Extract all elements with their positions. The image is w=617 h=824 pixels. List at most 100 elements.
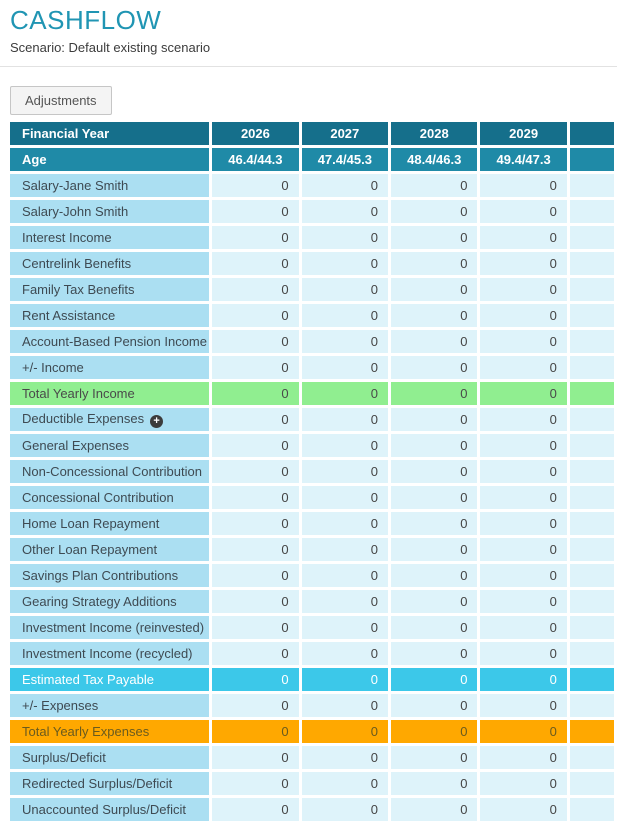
cell-value: 0 <box>391 486 478 509</box>
cell-value: 0 <box>480 356 567 379</box>
adjustments-button[interactable]: Adjustments <box>10 86 112 115</box>
cell-value: 0 <box>391 304 478 327</box>
clipped-cell <box>569 122 614 145</box>
cell-value: 0 <box>212 252 299 275</box>
table-row: Total Yearly Income 0 0 0 0 <box>10 382 614 405</box>
clipped-cell <box>569 382 614 405</box>
cell-value: 0 <box>480 538 567 561</box>
cell-value: 0 <box>301 330 389 353</box>
table-row: Non-Concessional Contribution 0 0 0 0 <box>10 460 614 483</box>
cell-value: 0 <box>212 200 299 223</box>
header-divider <box>0 66 617 67</box>
cell-value: 0 <box>301 382 389 405</box>
plus-circle-icon[interactable]: + <box>150 415 164 428</box>
table-row: +/- Expenses 0 0 0 0 <box>10 694 614 717</box>
cell-value: 0 <box>391 616 478 639</box>
cell-value: 0 <box>391 538 478 561</box>
cell-value: 0 <box>301 746 389 769</box>
table-row: Savings Plan Contributions 0 0 0 0 <box>10 564 614 587</box>
cell-value: 0 <box>212 382 299 405</box>
cell-value: 0 <box>212 460 299 483</box>
cell-value: 0 <box>212 642 299 665</box>
cell-value: 0 <box>301 798 389 821</box>
row-label: Age <box>10 148 210 171</box>
clipped-cell <box>569 148 614 171</box>
cell-value: 0 <box>212 512 299 535</box>
table-row: Age 46.4/44.3 47.4/45.3 48.4/46.3 49.4/47.3 <box>10 148 614 171</box>
clipped-cell <box>569 616 614 639</box>
cell-value: 0 <box>391 590 478 613</box>
table-row: Centrelink Benefits 0 0 0 0 <box>10 252 614 275</box>
row-label: Salary-Jane Smith <box>10 174 210 197</box>
cell-value: 0 <box>301 434 389 457</box>
cell-value: 0 <box>212 668 299 691</box>
clipped-cell <box>569 746 614 769</box>
cell-value: 0 <box>480 798 567 821</box>
cell-value: 0 <box>212 564 299 587</box>
cell-value: 0 <box>301 564 389 587</box>
table-row: +/- Income 0 0 0 0 <box>10 356 614 379</box>
cashflow-table: Financial Year 2026 2027 2028 2029 Age 46.4/44… <box>7 119 617 824</box>
row-label: Financial Year <box>10 122 210 145</box>
cell-value: 0 <box>212 694 299 717</box>
table-row: Unaccounted Surplus/Deficit 0 0 0 0 <box>10 798 614 821</box>
row-label: Total Yearly Expenses <box>10 720 210 743</box>
table-row: Investment Income (recycled) 0 0 0 0 <box>10 642 614 665</box>
cell-value: 0 <box>480 408 567 431</box>
table-row: Redirected Surplus/Deficit 0 0 0 0 <box>10 772 614 795</box>
cell-value: 46.4/44.3 <box>212 148 299 171</box>
cell-value: 0 <box>480 564 567 587</box>
cell-value: 0 <box>391 382 478 405</box>
cell-value: 0 <box>212 330 299 353</box>
cell-value: 0 <box>212 746 299 769</box>
table-row: Account-Based Pension Income 0 0 0 0 <box>10 330 614 353</box>
cell-value: 0 <box>391 720 478 743</box>
table-row: Estimated Tax Payable 0 0 0 0 <box>10 668 614 691</box>
cell-value: 0 <box>212 798 299 821</box>
clipped-cell <box>569 720 614 743</box>
cell-value: 0 <box>212 226 299 249</box>
cell-value: 0 <box>480 720 567 743</box>
cell-value: 2027 <box>301 122 389 145</box>
table-row: Home Loan Repayment 0 0 0 0 <box>10 512 614 535</box>
table-row: Interest Income 0 0 0 0 <box>10 226 614 249</box>
table-row: Salary-John Smith 0 0 0 0 <box>10 200 614 223</box>
table-row: Investment Income (reinvested) 0 0 0 0 <box>10 616 614 639</box>
cell-value: 0 <box>391 356 478 379</box>
cell-value: 0 <box>391 746 478 769</box>
clipped-cell <box>569 668 614 691</box>
table-row: Rent Assistance 0 0 0 0 <box>10 304 614 327</box>
clipped-cell <box>569 408 614 431</box>
cell-value: 0 <box>480 434 567 457</box>
page-header: CASHFLOW Scenario: Default existing scen… <box>0 0 617 55</box>
row-label: Deductible Expenses + <box>10 408 210 431</box>
row-label: Gearing Strategy Additions <box>10 590 210 613</box>
row-label: Salary-John Smith <box>10 200 210 223</box>
cell-value: 0 <box>212 304 299 327</box>
table-row: Family Tax Benefits 0 0 0 0 <box>10 278 614 301</box>
cell-value: 0 <box>212 356 299 379</box>
cell-value: 0 <box>391 330 478 353</box>
cell-value: 0 <box>301 278 389 301</box>
cell-value: 49.4/47.3 <box>480 148 567 171</box>
cell-value: 0 <box>301 512 389 535</box>
cell-value: 0 <box>480 486 567 509</box>
clipped-cell <box>569 200 614 223</box>
cell-value: 0 <box>212 772 299 795</box>
row-label: General Expenses <box>10 434 210 457</box>
row-label: Investment Income (recycled) <box>10 642 210 665</box>
cell-value: 0 <box>391 642 478 665</box>
cell-value: 0 <box>391 512 478 535</box>
row-label: +/- Income <box>10 356 210 379</box>
cell-value: 0 <box>391 772 478 795</box>
cell-value: 0 <box>301 486 389 509</box>
row-label: +/- Expenses <box>10 694 210 717</box>
cell-value: 0 <box>480 616 567 639</box>
row-label: Estimated Tax Payable <box>10 668 210 691</box>
page-title: CASHFLOW <box>10 5 162 35</box>
cell-value: 0 <box>301 616 389 639</box>
clipped-cell <box>569 330 614 353</box>
clipped-cell <box>569 772 614 795</box>
table-row: Deductible Expenses +0 0 0 0 <box>10 408 614 431</box>
cell-value: 0 <box>480 746 567 769</box>
